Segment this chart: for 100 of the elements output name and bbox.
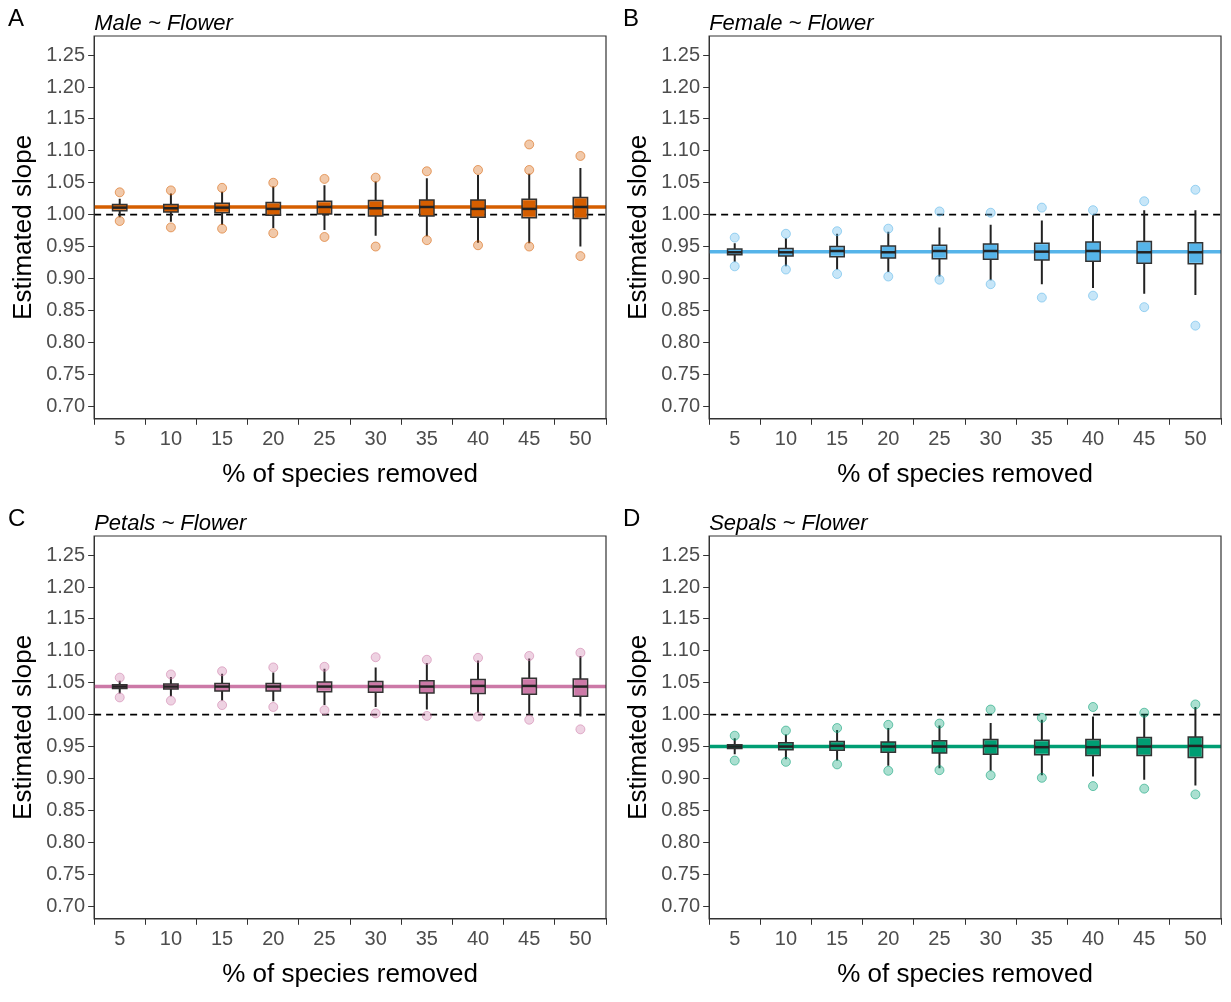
y-tick-label: 1.15: [46, 606, 86, 629]
x-tick-label: 35: [1030, 427, 1053, 450]
chart-title: Male ~ Flower: [94, 10, 235, 35]
y-tick-label: 0.95: [46, 734, 86, 757]
y-tick-label: 0.80: [661, 829, 701, 852]
y-tick-label: 0.75: [661, 861, 701, 884]
y-axis-title: Estimated slope: [621, 634, 652, 820]
y-tick-label: 1.00: [46, 202, 86, 225]
y-tick-label: 0.70: [661, 393, 701, 416]
y-tick-label: 1.20: [46, 74, 86, 97]
x-tick-label: 20: [877, 427, 900, 450]
x-tick-label: 15: [825, 427, 849, 450]
y-tick-label: 0.75: [661, 361, 701, 384]
x-tick-label: 5: [114, 427, 126, 450]
x-tick-label: 25: [313, 427, 336, 450]
y-tick-label: 0.90: [46, 265, 86, 288]
y-tick-label: 0.90: [661, 765, 701, 788]
x-tick-label: 15: [210, 427, 234, 450]
y-axis-title: Estimated slope: [6, 134, 37, 320]
y-tick-label: 0.95: [46, 234, 86, 257]
y-axis-title: Estimated slope: [621, 134, 652, 320]
y-tick-label: 0.85: [661, 797, 701, 820]
y-tick-label: 0.75: [46, 861, 86, 884]
chart-title: Female ~ Flower: [709, 10, 876, 35]
x-tick-label: 5: [114, 927, 126, 950]
y-tick-label: 0.70: [661, 893, 701, 916]
y-tick-label: 1.00: [661, 202, 701, 225]
y-tick-label: 1.25: [46, 542, 86, 565]
x-tick-label: 50: [1184, 927, 1207, 950]
x-axis-title: % of species removed: [222, 957, 478, 988]
x-tick-label: 10: [159, 927, 183, 950]
x-tick-label: 25: [928, 927, 951, 950]
x-tick-label: 45: [1133, 927, 1156, 950]
y-tick-label: 1.25: [661, 542, 701, 565]
x-tick-label: 20: [877, 927, 900, 950]
y-tick-label: 0.85: [46, 297, 86, 320]
text: C: [8, 504, 26, 531]
y-tick-label: 0.85: [46, 797, 86, 820]
y-tick-label: 1.20: [661, 574, 701, 597]
text: B: [623, 4, 640, 31]
y-tick-label: 0.95: [661, 234, 701, 257]
y-tick-label: 0.85: [661, 297, 701, 320]
chart-title: Sepals ~ Flower: [709, 510, 870, 535]
x-tick-label: 40: [1081, 927, 1105, 950]
x-axis-title: % of species removed: [222, 457, 478, 488]
y-tick-label: 1.15: [661, 106, 701, 129]
x-tick-label: 45: [518, 427, 541, 450]
x-tick-label: 35: [415, 427, 438, 450]
x-axis-title: % of species removed: [837, 457, 1093, 488]
x-tick-label: 40: [1081, 427, 1105, 450]
x-tick-label: 10: [159, 427, 183, 450]
x-tick-label: 20: [262, 927, 285, 950]
x-tick-label: 45: [1133, 427, 1156, 450]
x-tick-label: 50: [1184, 427, 1207, 450]
y-tick-label: 1.05: [46, 670, 86, 693]
y-tick-label: 0.95: [661, 734, 701, 757]
y-tick-label: 0.80: [661, 329, 701, 352]
x-tick-label: 40: [466, 927, 490, 950]
y-tick-label: 1.25: [661, 42, 701, 65]
x-tick-label: 10: [774, 927, 798, 950]
x-tick-label: 10: [774, 427, 798, 450]
text: A: [8, 4, 25, 31]
x-tick-label: 30: [979, 927, 1002, 950]
y-axis-title: Estimated slope: [6, 634, 37, 820]
y-tick-label: 0.70: [46, 893, 86, 916]
y-tick-label: 1.10: [661, 138, 701, 161]
x-tick-label: 30: [979, 427, 1002, 450]
y-tick-label: 1.15: [46, 106, 86, 129]
x-tick-label: 40: [466, 427, 490, 450]
y-tick-label: 0.75: [46, 361, 86, 384]
x-tick-label: 5: [729, 927, 741, 950]
y-tick-label: 0.90: [661, 265, 701, 288]
y-tick-label: 1.10: [661, 638, 701, 661]
y-tick-label: 1.15: [661, 606, 701, 629]
y-tick-label: 1.10: [46, 138, 86, 161]
x-tick-label: 30: [364, 427, 387, 450]
x-tick-label: 50: [569, 427, 592, 450]
x-tick-label: 20: [262, 427, 285, 450]
y-tick-label: 0.90: [46, 765, 86, 788]
y-tick-label: 0.80: [46, 329, 86, 352]
y-tick-label: 0.80: [46, 829, 86, 852]
y-tick-label: 1.00: [661, 702, 701, 725]
x-tick-label: 45: [518, 927, 541, 950]
x-tick-label: 5: [729, 427, 741, 450]
text: D: [623, 504, 641, 531]
y-tick-label: 1.05: [661, 170, 701, 193]
y-tick-label: 1.05: [661, 670, 701, 693]
x-tick-label: 35: [415, 927, 438, 950]
y-tick-label: 1.20: [661, 74, 701, 97]
y-tick-label: 1.25: [46, 42, 86, 65]
x-tick-label: 30: [364, 927, 387, 950]
x-axis-title: % of species removed: [837, 957, 1093, 988]
x-tick-label: 25: [313, 927, 336, 950]
y-tick-label: 1.00: [46, 702, 86, 725]
chart-title: Petals ~ Flower: [94, 510, 249, 535]
y-tick-label: 1.20: [46, 574, 86, 597]
y-tick-label: 0.70: [46, 393, 86, 416]
y-tick-label: 1.05: [46, 170, 86, 193]
x-tick-label: 50: [569, 927, 592, 950]
x-tick-label: 15: [825, 927, 849, 950]
